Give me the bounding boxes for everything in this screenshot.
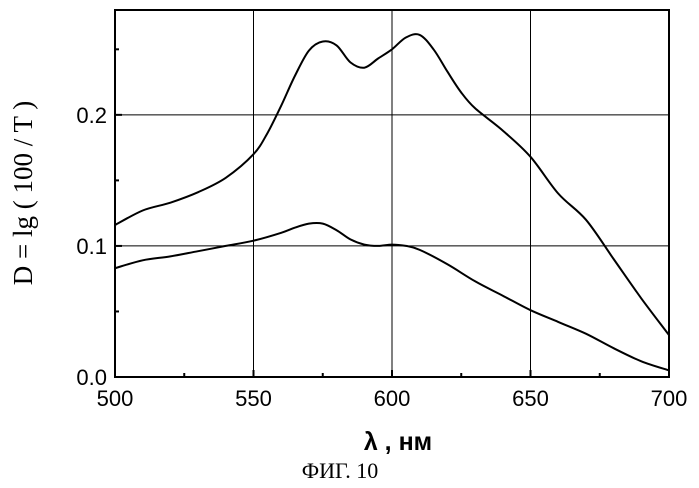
y-tick-label: 0.1 <box>76 234 107 259</box>
tick-labels: 500 550 600 650 700 0.0 0.1 0.2 <box>76 103 687 411</box>
y-tick-label: 0.0 <box>76 365 107 390</box>
x-tick-label: 500 <box>97 386 134 411</box>
figure-caption: ФИГ. 10 <box>302 458 379 483</box>
series-line-2 <box>114 222 670 372</box>
axis-ticks <box>114 48 670 378</box>
grid-lines <box>115 10 669 377</box>
y-axis-title: D = lg ( 100 / T ) <box>8 101 38 285</box>
x-tick-label: 600 <box>374 386 411 411</box>
y-tick-label: 0.2 <box>76 103 107 128</box>
x-tick-label: 550 <box>235 386 272 411</box>
series-lines <box>114 33 670 372</box>
series-line-1 <box>114 33 670 337</box>
x-axis-title: λ , нм <box>364 428 432 456</box>
x-tick-label: 700 <box>651 386 688 411</box>
x-tick-label: 650 <box>512 386 549 411</box>
